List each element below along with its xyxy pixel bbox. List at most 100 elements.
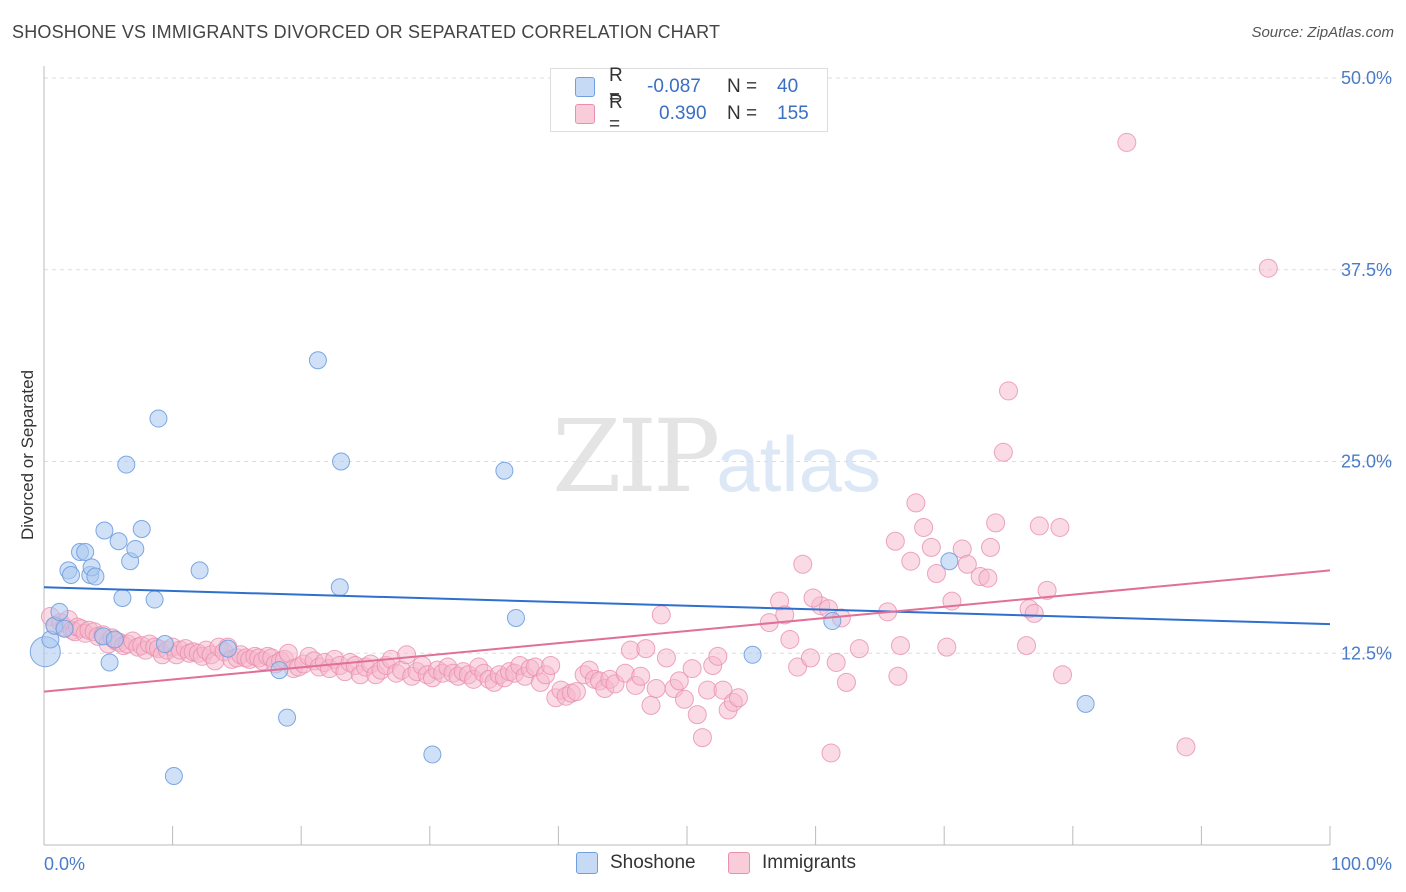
- shoshone-point: [218, 639, 237, 658]
- legend-row-shoshone: R = -0.087 N = 40: [575, 65, 799, 108]
- shoshone-point: [145, 590, 164, 609]
- shoshone-point: [823, 612, 842, 631]
- immigrants-n-value: 155: [777, 103, 809, 124]
- shoshone-point: [100, 653, 119, 672]
- n-label: N =: [727, 103, 758, 124]
- shoshone-point: [495, 461, 514, 480]
- y-tick-label: 12.5%: [1341, 643, 1392, 663]
- shoshone-point: [506, 608, 525, 627]
- immigrants-point: [1017, 636, 1037, 656]
- shoshone-points: [29, 351, 1095, 785]
- immigrants-point: [1176, 737, 1196, 757]
- immigrants-point: [885, 531, 905, 551]
- y-tick-label: 50.0%: [1341, 68, 1392, 88]
- immigrants-points: [40, 132, 1278, 763]
- immigrants-point: [566, 682, 586, 702]
- watermark-atlas: atlas: [716, 420, 882, 508]
- y-tick-label: 37.5%: [1341, 260, 1392, 280]
- immigrants-r-value: 0.390: [659, 103, 707, 124]
- immigrants-point: [713, 680, 733, 700]
- immigrants-trend-line: [43, 569, 1331, 693]
- shoshone-r-value: -0.087: [647, 76, 701, 97]
- immigrants-point: [826, 652, 846, 672]
- immigrants-point: [687, 705, 707, 725]
- immigrants-point: [921, 537, 941, 557]
- immigrants-point: [682, 659, 702, 679]
- y-axis-label: Divorced or Separated: [18, 370, 37, 540]
- immigrants-swatch: [728, 852, 750, 874]
- immigrants-point: [674, 689, 694, 709]
- shoshone-point: [164, 766, 183, 785]
- immigrants-point: [957, 554, 977, 574]
- immigrants-point: [906, 493, 926, 513]
- immigrants-point: [999, 381, 1018, 401]
- r-label: R =: [609, 65, 623, 108]
- immigrants-point: [1117, 132, 1137, 152]
- source-label: Source: ZipAtlas.com: [1251, 24, 1394, 41]
- shoshone-point: [105, 630, 124, 649]
- immigrants-point: [993, 442, 1013, 462]
- immigrants-point: [901, 551, 921, 571]
- immigrants-point: [669, 671, 689, 691]
- watermark-zip: ZIP: [552, 398, 720, 515]
- immigrants-point: [646, 679, 666, 699]
- shoshone-point: [76, 543, 95, 562]
- immigrants-point: [803, 588, 823, 608]
- shoshone-trend-line: [43, 586, 1331, 626]
- immigrants-point: [728, 688, 748, 708]
- immigrants-point: [631, 666, 651, 686]
- immigrants-point: [980, 537, 1000, 557]
- grid-lines: [44, 77, 1392, 654]
- immigrants-point: [656, 648, 676, 668]
- x-tick-label: 100.0%: [1331, 854, 1392, 874]
- shoshone-point: [86, 567, 105, 586]
- r-label: R =: [609, 92, 623, 135]
- immigrants-point: [1029, 516, 1049, 536]
- immigrants-point: [651, 605, 671, 625]
- immigrants-point: [986, 513, 1006, 533]
- shoshone-point: [332, 452, 351, 471]
- immigrants-point: [914, 517, 934, 537]
- immigrants-point: [1258, 258, 1278, 278]
- immigrants-point: [978, 568, 998, 588]
- immigrants-point: [1024, 603, 1044, 623]
- shoshone-point: [190, 561, 209, 580]
- immigrants-point: [836, 672, 856, 692]
- immigrants-point: [926, 563, 946, 583]
- x-tick-label: 0.0%: [44, 854, 85, 874]
- immigrants-point: [793, 554, 813, 574]
- immigrants-point: [800, 648, 820, 668]
- immigrants-point: [849, 639, 869, 659]
- immigrants-point: [1053, 665, 1073, 685]
- tick-labels: 12.5% 25.0% 37.5% 50.0% 0.0% 100.0%: [44, 68, 1392, 874]
- shoshone-swatch: [575, 77, 595, 97]
- shoshone-point: [117, 455, 136, 474]
- immigrants-point: [636, 639, 656, 659]
- axes: [43, 66, 1331, 846]
- immigrants-point: [541, 656, 561, 676]
- shoshone-n-value: 40: [777, 76, 799, 97]
- shoshone-point: [940, 552, 959, 571]
- immigrants-point: [780, 629, 800, 649]
- immigrants-point: [890, 636, 910, 656]
- shoshone-point: [155, 635, 174, 654]
- immigrants-swatch: [575, 104, 595, 124]
- shoshone-point: [113, 589, 132, 608]
- watermark: ZIPatlas: [552, 398, 881, 515]
- shoshone-point: [330, 578, 349, 597]
- shoshone-point: [95, 521, 114, 540]
- shoshone-point: [62, 566, 81, 585]
- shoshone-point: [126, 539, 145, 558]
- shoshone-point: [1076, 694, 1095, 713]
- trend-lines: [43, 569, 1331, 693]
- immigrants-point: [692, 728, 712, 748]
- shoshone-point: [109, 532, 128, 551]
- shoshone-point: [55, 619, 74, 638]
- immigrants-point: [708, 646, 728, 666]
- shoshone-legend-label: Shoshone: [610, 852, 696, 873]
- immigrants-point: [888, 666, 908, 686]
- immigrants-point: [397, 645, 417, 665]
- immigrants-point: [1050, 517, 1070, 537]
- n-label: N =: [727, 76, 758, 97]
